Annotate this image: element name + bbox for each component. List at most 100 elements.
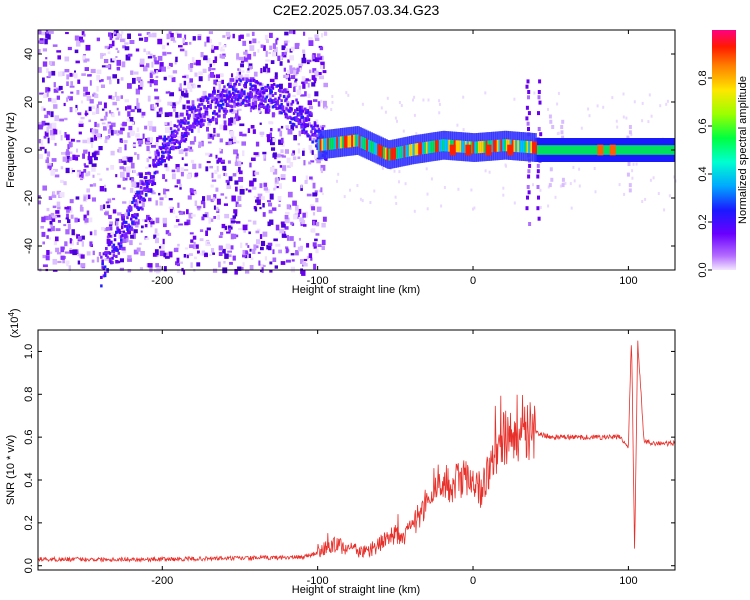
spectrogram-pixel [190, 239, 194, 243]
spectrogram-pixel [527, 169, 531, 174]
spectrogram-pixel [166, 146, 169, 150]
spectrogram-pixel [615, 119, 618, 123]
spectrogram-pixel [46, 31, 51, 34]
spectrogram-pixel [192, 104, 195, 108]
spectrogram-pixel [213, 194, 217, 199]
spectrogram-pixel [101, 108, 105, 111]
spectrogram-pixel [111, 249, 114, 253]
spectrogram-pixel [301, 109, 304, 113]
spectrogram-pixel [137, 207, 140, 211]
spectrogram-pixel [305, 130, 308, 134]
spectrogram-pixel [235, 94, 239, 97]
spectrogram-pixel [74, 49, 79, 54]
spectrogram-pixel [43, 93, 48, 99]
spectrogram-pixel [213, 79, 217, 85]
spectrogram-pixel [319, 75, 324, 80]
spectrogram-pixel [283, 74, 287, 78]
spectrogram-pixel [158, 157, 162, 161]
spectrogram-pixel [303, 224, 307, 227]
spectrogram-pixel [78, 123, 84, 127]
spectrogram-pixel [170, 141, 174, 144]
spectrogram-pixel [176, 257, 180, 263]
spectrogram-pixel [184, 128, 188, 132]
spectrogram-pixel [215, 112, 219, 116]
carrier-core [325, 138, 329, 151]
spectrogram-pixel [245, 188, 248, 191]
spectrogram-pixel [166, 52, 172, 55]
spectrogram-pixel [183, 254, 187, 258]
spectrogram-pixel [602, 105, 605, 109]
spectrogram-pixel [130, 70, 134, 75]
spectrogram-pixel [276, 37, 279, 41]
spectrogram-pixel [235, 186, 238, 192]
spectrogram-pixel [207, 104, 210, 108]
carrier-core [472, 141, 476, 154]
spectrogram-pixel [152, 32, 157, 38]
spectrogram-pixel [77, 112, 82, 116]
carrier-core [532, 141, 536, 154]
spectrogram-pixel [164, 179, 168, 182]
spectrogram-pixel [302, 49, 306, 54]
spectrogram-pixel [83, 169, 87, 173]
spectrogram-pixel [64, 117, 68, 121]
spectrogram-pixel [525, 206, 529, 211]
carrier-core [369, 140, 373, 153]
spectrogram-pixel [404, 182, 407, 186]
spectrogram-pixel [65, 151, 70, 156]
spectrogram-pixel [163, 266, 167, 272]
spectrogram-pixel [117, 184, 121, 188]
spectrogram-pixel [161, 66, 166, 72]
spectrogram-pixel [101, 122, 106, 125]
spectrogram-pixel [168, 148, 171, 152]
spectrogram-pixel [83, 149, 88, 154]
spectrogram-pixel [259, 102, 262, 106]
spectrogram-pixel [124, 212, 129, 217]
spectrogram-pixel [152, 54, 156, 58]
spectrogram-pixel [301, 219, 306, 224]
spectrogram-pixel [225, 243, 231, 250]
spectrogram-pixel [136, 247, 141, 252]
spectrogram-pixel [218, 251, 223, 256]
spectrogram-pixel [122, 187, 126, 190]
spectrogram-pixel [319, 46, 324, 51]
spectrogram-pixel [159, 197, 164, 201]
spectrogram-pixel [291, 259, 295, 262]
spectrogram-pixel [281, 234, 287, 238]
spectrogram-pixel [151, 183, 154, 186]
spectrogram-pixel [311, 140, 314, 144]
carrier-core [476, 141, 480, 154]
spectrogram-pixel [52, 168, 58, 172]
spectrogram-pixel [199, 107, 203, 111]
spectrogram-pixel [120, 235, 123, 239]
spectrogram-pixel [265, 95, 268, 99]
carrier-core [317, 139, 321, 152]
spectrogram-pixel [136, 213, 139, 217]
spectrogram-pixel [369, 201, 372, 204]
spectrogram-pixel [292, 156, 297, 161]
spectrogram-pixel [190, 262, 193, 268]
spectrogram-pixel [297, 211, 300, 217]
spectrogram-pixel [108, 43, 113, 49]
spectrogram-pixel [121, 246, 126, 251]
snr-y-multiplier: (x104) [7, 308, 21, 338]
spectrogram-pixel [184, 74, 189, 79]
spectrogram-pixel [224, 196, 228, 199]
spectrogram-pixel [312, 192, 317, 197]
carrier-core [362, 137, 366, 150]
spectrogram-pixel [48, 237, 51, 240]
spectrogram-pixel [263, 45, 266, 51]
spectrogram-pixel [238, 116, 241, 120]
spectrogram-pixel [268, 202, 273, 207]
spectrogram-pixel [216, 133, 220, 137]
spectrogram-pixel [274, 92, 277, 95]
spectrogram-pixel [64, 69, 70, 73]
spectrogram-pixel [269, 219, 274, 225]
spectrogram-pixel [253, 195, 257, 198]
carrier-core [353, 134, 357, 147]
spectrogram-y-tick-label: 20 [23, 96, 35, 108]
spectrogram-pixel [213, 127, 216, 134]
spectrogram-pixel [210, 93, 214, 97]
spectrogram-pixel [81, 235, 85, 240]
spectrogram-pixel [593, 167, 596, 170]
spectrogram-pixel [50, 136, 56, 141]
